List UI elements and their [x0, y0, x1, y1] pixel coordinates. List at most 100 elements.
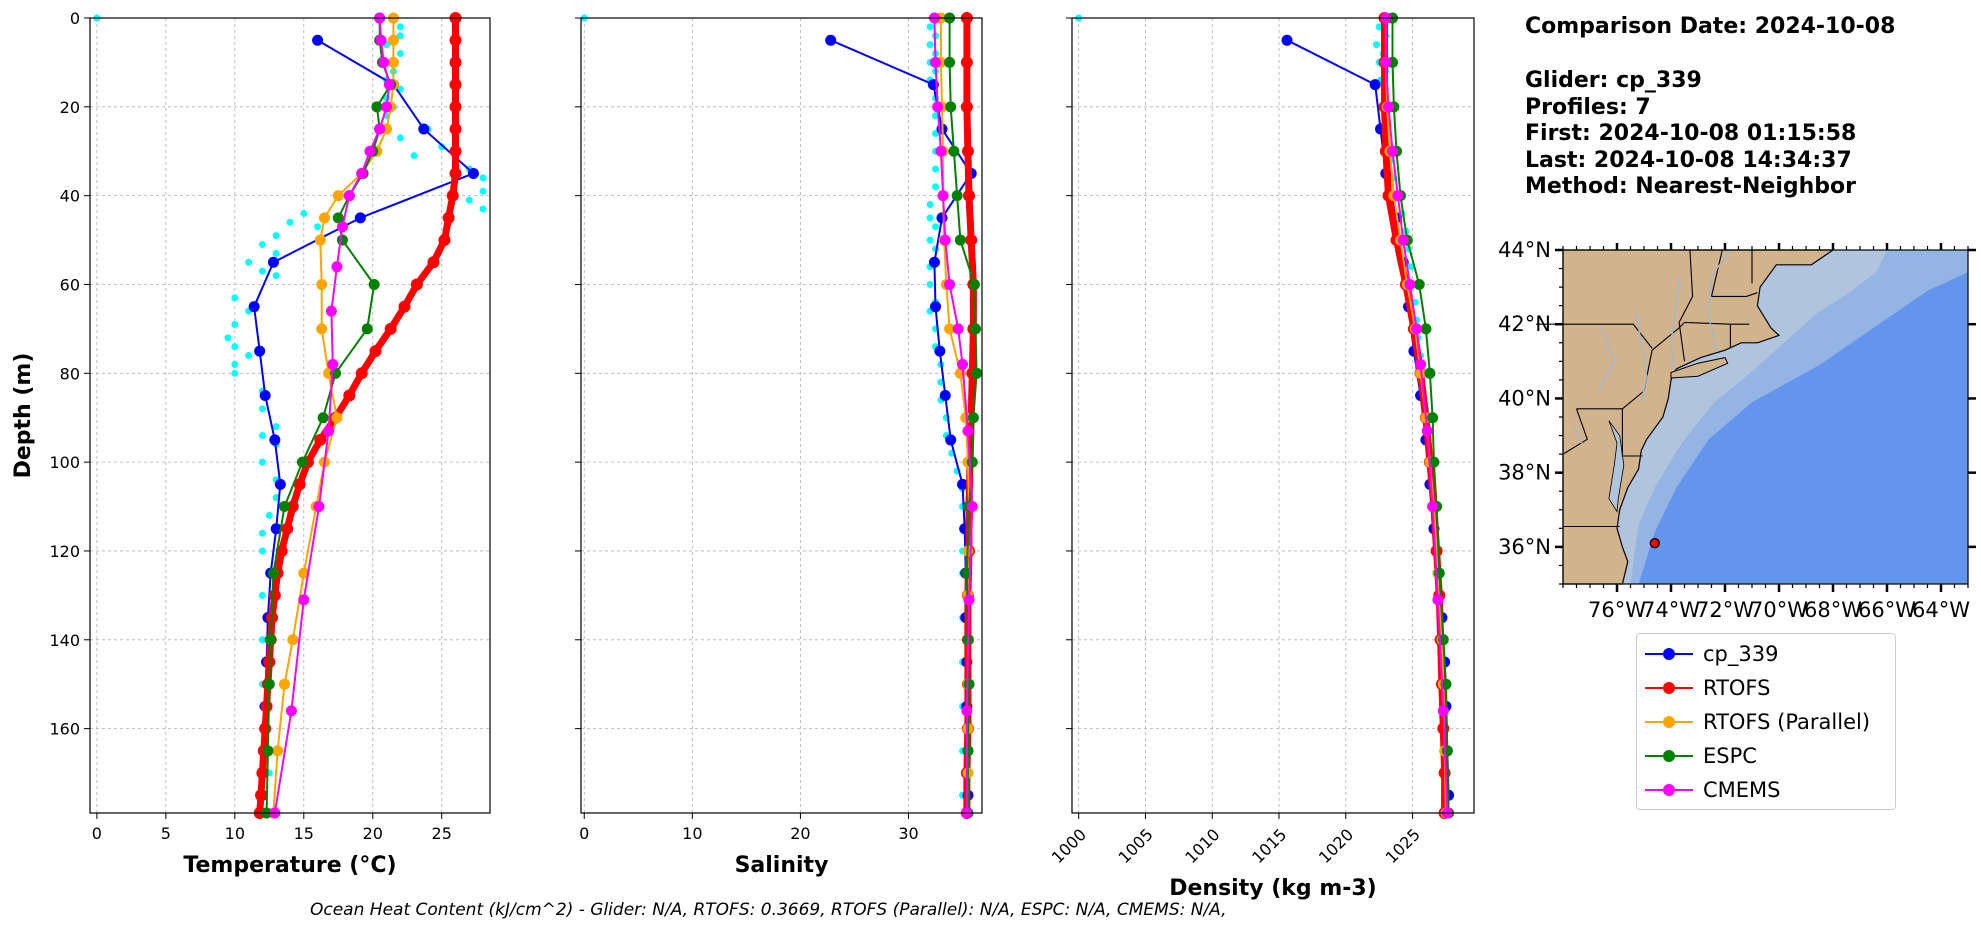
lon-label: 70°W — [1750, 598, 1808, 622]
raw-glider-point — [465, 196, 473, 204]
series-point — [254, 345, 266, 357]
legend-item-cmems: CMEMS — [1645, 775, 1781, 805]
series-point — [343, 389, 356, 402]
series-line — [256, 18, 459, 814]
series-point — [442, 211, 455, 224]
raw-glider-point — [1373, 41, 1381, 49]
series-point — [387, 34, 399, 46]
x-tick-label: 20 — [790, 824, 810, 843]
raw-glider-point — [926, 201, 934, 209]
series-point — [939, 390, 951, 402]
state-border — [1621, 408, 1643, 457]
series-point — [1392, 190, 1404, 202]
series-point — [930, 301, 942, 313]
series-point — [1411, 323, 1423, 335]
series-point — [314, 234, 326, 246]
series-point — [963, 189, 976, 202]
lon-label: 68°W — [1804, 598, 1862, 622]
series-point — [265, 634, 277, 646]
series-point — [384, 322, 397, 335]
state-border — [1678, 249, 1694, 362]
legend: cp_339 RTOFS RTOFS (Parallel) ESPC CMEMS — [1636, 633, 1896, 810]
legend-label: RTOFS — [1703, 676, 1771, 700]
series-point — [963, 594, 975, 606]
x-tick-label: 15 — [294, 824, 314, 843]
series-point — [934, 345, 946, 357]
series-point — [272, 745, 284, 757]
raw-glider-point — [272, 249, 280, 257]
series-point — [825, 34, 837, 46]
raw-glider-point — [926, 23, 934, 31]
series-point — [383, 79, 395, 91]
x-axis-label: Density (kg m-3) — [1169, 876, 1377, 901]
x-tick-label: 1010 — [1181, 825, 1223, 867]
series-point — [945, 434, 957, 446]
series-point — [939, 234, 951, 246]
series-point — [274, 478, 286, 490]
series-point — [418, 123, 430, 135]
state-border — [1622, 322, 1685, 410]
series-point — [1404, 278, 1416, 290]
glider-name: Glider: cp_339 — [1525, 68, 1702, 93]
x-tick-label: 1015 — [1248, 825, 1290, 867]
series-point — [286, 500, 299, 513]
x-tick-label: 1005 — [1115, 825, 1157, 867]
series-line — [933, 17, 974, 813]
raw-glider-point — [258, 267, 266, 275]
x-tick-label: 10 — [225, 824, 245, 843]
raw-glider-point — [1375, 23, 1383, 31]
raw-glider-point — [258, 405, 266, 413]
series-line — [1384, 18, 1449, 814]
legend-item-espc: ESPC — [1645, 741, 1757, 771]
series-point — [960, 412, 972, 424]
raw-glider-point — [479, 174, 487, 182]
raw-glider-point — [258, 458, 266, 466]
y-tick-label: 20 — [60, 98, 80, 117]
series-point — [1437, 705, 1449, 717]
x-tick-label: 0 — [579, 824, 589, 843]
y-axis-label: Depth (m) — [11, 353, 36, 479]
series-point — [364, 145, 376, 157]
series-point — [961, 145, 974, 158]
last-profile-time: Last: 2024-10-08 14:34:37 — [1525, 148, 1852, 173]
raw-glider-point — [314, 223, 322, 231]
series-point — [962, 425, 974, 437]
series-point — [438, 234, 451, 247]
series-point — [256, 767, 269, 780]
raw-glider-point — [396, 50, 404, 58]
river — [1597, 327, 1616, 392]
series-point — [312, 34, 324, 46]
series-point — [325, 305, 337, 317]
series-point — [378, 56, 390, 68]
series-point — [1387, 145, 1399, 157]
raw-glider-point — [265, 511, 273, 519]
series-point — [951, 190, 963, 202]
raw-glider-point — [258, 547, 266, 555]
raw-glider-point — [932, 183, 940, 191]
salinity-panel: 0 10 20 30 Salinity — [575, 12, 983, 878]
y-tick-label: 80 — [60, 364, 80, 383]
long-island — [1670, 357, 1729, 379]
legend-item-rtofs: RTOFS — [1645, 673, 1770, 703]
raw-glider-point — [272, 232, 280, 240]
series-point — [298, 594, 310, 606]
series-point — [267, 256, 279, 268]
x-axis-label: Temperature (°C) — [183, 853, 396, 878]
series-point — [970, 323, 982, 335]
series-point — [966, 456, 978, 468]
glider-location-map: 44°N 42°N 40°N 38°N 36°N 76°W74°W72°W70°W68°W… — [1498, 238, 1976, 622]
series-point — [1281, 34, 1293, 46]
y-tick-label: 120 — [49, 542, 80, 561]
axes-frame — [89, 17, 491, 814]
series-point — [374, 123, 386, 135]
lat-label: 38°N — [1498, 461, 1551, 485]
series-point — [278, 501, 290, 513]
legend-label: RTOFS (Parallel) — [1703, 710, 1871, 734]
y-tick-label: 140 — [49, 631, 80, 650]
x-tick-label: 0 — [92, 824, 102, 843]
x-tick-label: 1000 — [1048, 825, 1090, 867]
series-point — [446, 189, 459, 202]
profile-count: Profiles: 7 — [1525, 95, 1651, 120]
